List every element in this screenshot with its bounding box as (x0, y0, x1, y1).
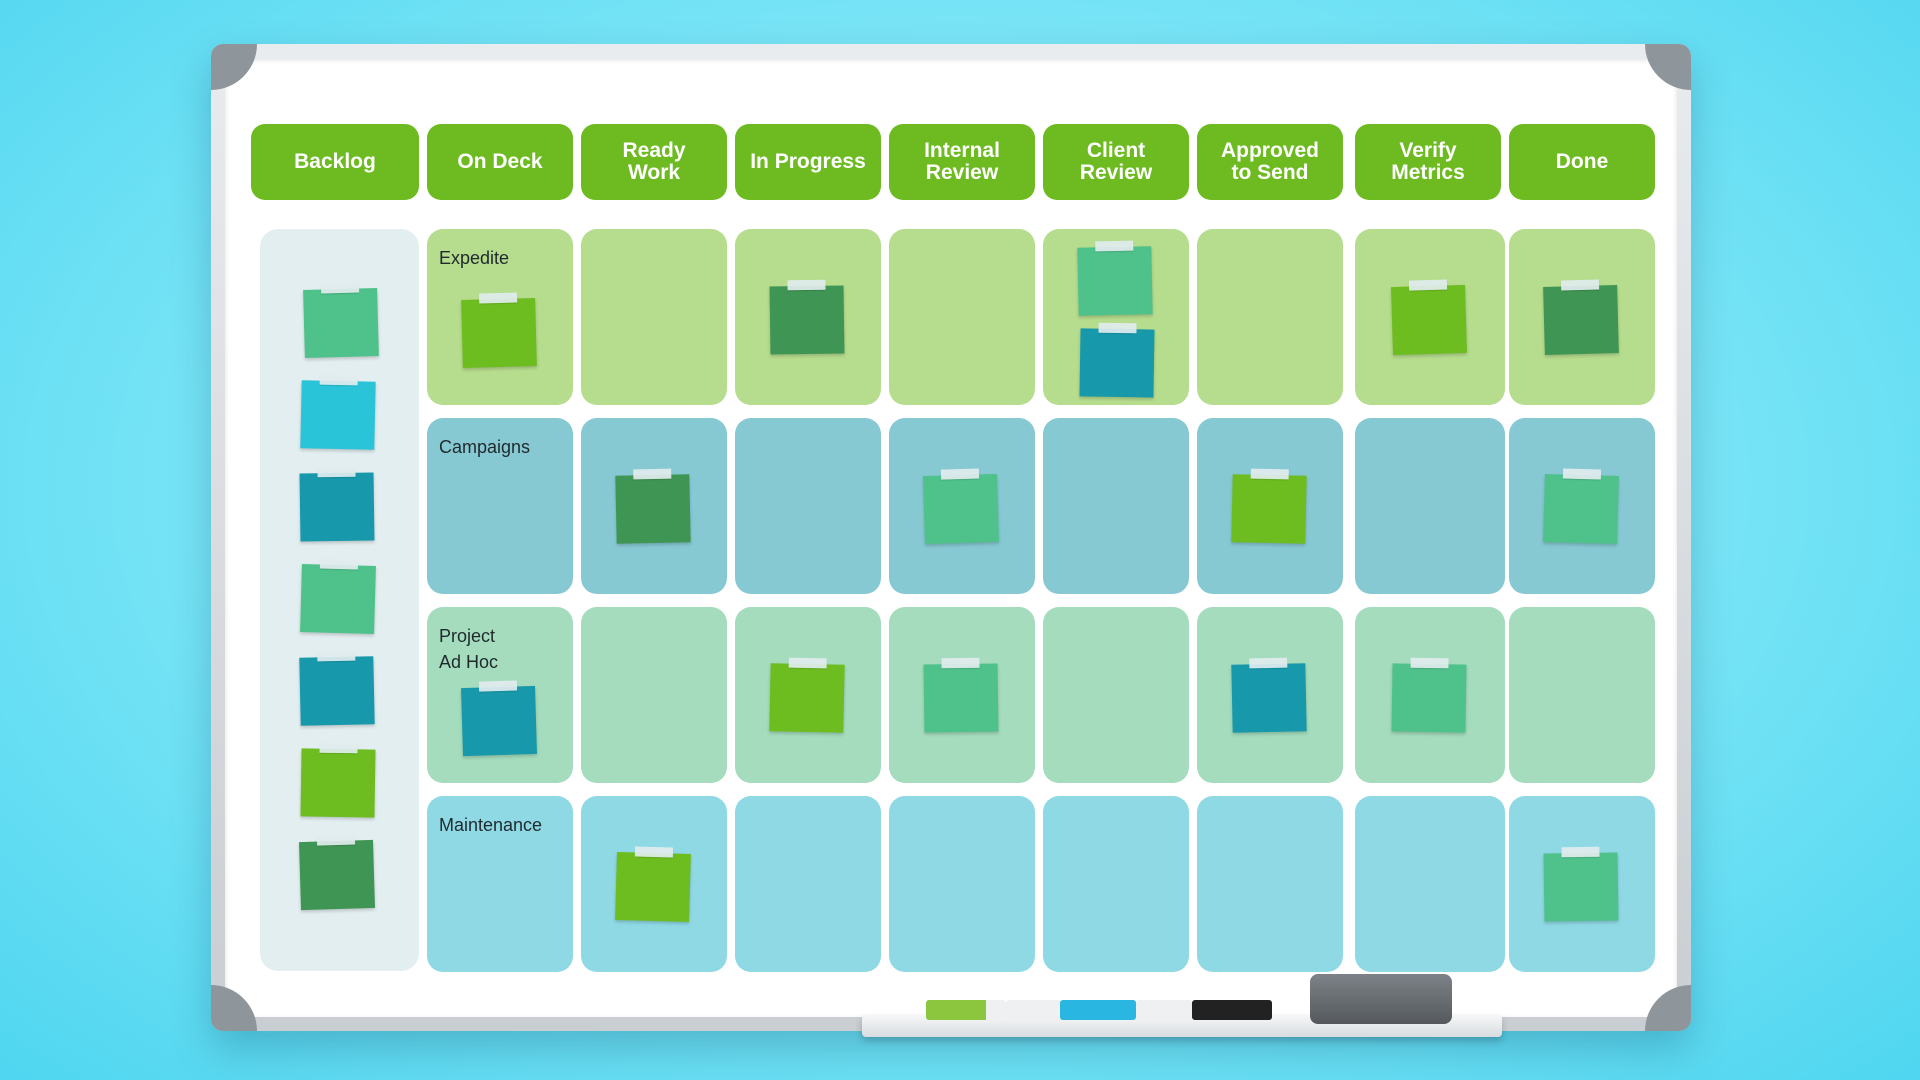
board-cell (1509, 607, 1655, 783)
column-header-internal-review: Internal Review (889, 124, 1035, 200)
sticky-note[interactable] (303, 288, 379, 358)
sticky-note[interactable] (1077, 246, 1153, 316)
green-marker[interactable] (926, 1000, 1006, 1020)
lane-label: Campaigns (439, 437, 531, 457)
sticky-note[interactable] (1391, 284, 1467, 356)
marker-body (1006, 1000, 1062, 1020)
board-cell (1043, 796, 1189, 972)
sticky-note[interactable] (1079, 328, 1155, 398)
lane-label: Maintenance (439, 815, 543, 835)
board-cell (735, 796, 881, 972)
sticky-note[interactable] (461, 298, 537, 368)
sticky-note[interactable] (1543, 473, 1619, 545)
sticky-note[interactable] (923, 663, 999, 733)
board-cell (581, 607, 727, 783)
column-header-client-review: Client Review (1043, 124, 1189, 200)
sticky-note[interactable] (1391, 663, 1467, 733)
marker-body (1136, 1000, 1192, 1020)
sticky-note[interactable] (300, 380, 376, 450)
sticky-note[interactable] (1543, 285, 1619, 355)
sticky-note[interactable] (615, 474, 691, 544)
column-header-on-deck: On Deck (427, 124, 573, 200)
sticky-note[interactable] (300, 563, 376, 635)
sticky-note[interactable] (615, 851, 691, 923)
column-header-ready-work: Ready Work (581, 124, 727, 200)
sticky-note[interactable] (769, 285, 845, 355)
sticky-note[interactable] (300, 748, 376, 818)
column-header-in-progress: In Progress (735, 124, 881, 200)
black-marker[interactable] (1192, 1000, 1272, 1020)
board-cell (1355, 418, 1505, 594)
sticky-note[interactable] (461, 685, 537, 757)
board-cell (427, 796, 573, 972)
sticky-note[interactable] (299, 472, 375, 542)
whiteboard-eraser[interactable] (1310, 974, 1452, 1024)
board-cell (581, 229, 727, 405)
column-header-done: Done (1509, 124, 1655, 200)
sticky-note[interactable] (299, 839, 375, 911)
lane-label: Project Ad Hoc (439, 626, 499, 672)
board-cell (1043, 418, 1189, 594)
lane-label: Expedite (439, 248, 510, 268)
sticky-note[interactable] (1543, 852, 1619, 922)
column-header-backlog: Backlog (251, 124, 419, 200)
board-cell (1197, 796, 1343, 972)
board-cell (1043, 607, 1189, 783)
board-cell (889, 229, 1035, 405)
sticky-note[interactable] (1231, 663, 1307, 733)
sticky-note[interactable] (1231, 474, 1307, 544)
column-header-approved-to-send: Approved to Send (1197, 124, 1343, 200)
board-cell (735, 418, 881, 594)
board-cell (889, 796, 1035, 972)
board-cell (1197, 229, 1343, 405)
board-cell (1355, 796, 1505, 972)
cyan-marker[interactable] (1060, 1000, 1136, 1020)
sticky-note[interactable] (923, 473, 999, 545)
column-header-verify-metrics: Verify Metrics (1355, 124, 1501, 200)
sticky-note[interactable] (769, 663, 845, 733)
sticky-note[interactable] (299, 656, 375, 726)
board-cell (427, 418, 573, 594)
